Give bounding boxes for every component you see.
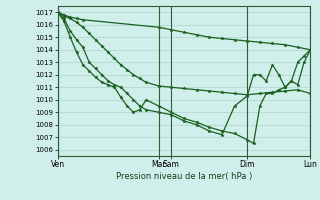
X-axis label: Pression niveau de la mer( hPa ): Pression niveau de la mer( hPa ) <box>116 172 252 181</box>
